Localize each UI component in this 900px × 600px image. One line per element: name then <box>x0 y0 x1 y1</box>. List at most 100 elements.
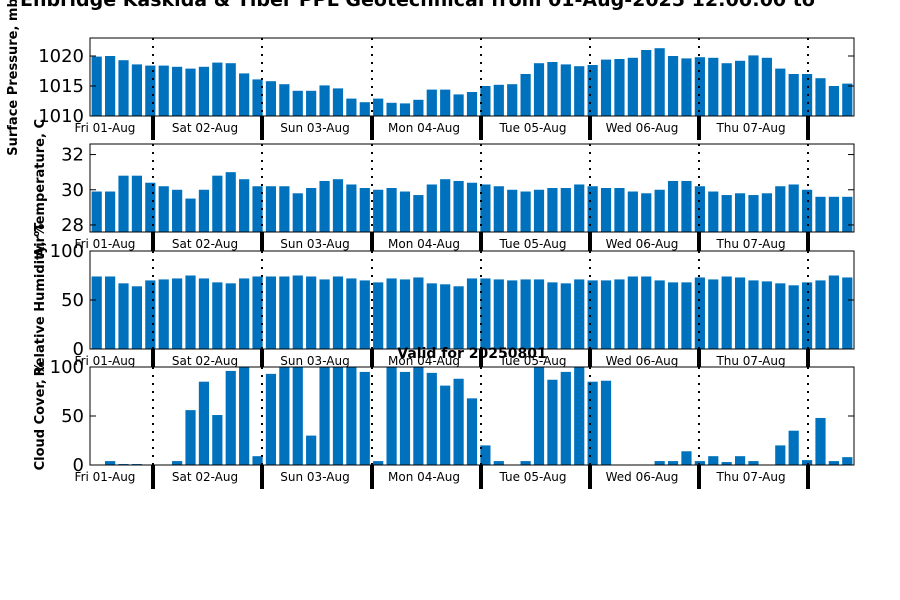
chart-bar <box>520 191 531 232</box>
chart-panels: 1010 1015 1020 Fri 01-Aug Sat 02-Aug Sun 03-A… <box>6 0 855 489</box>
chart-bar <box>346 367 357 465</box>
chart-bar <box>131 286 143 349</box>
chart-bar <box>533 63 545 116</box>
chart-bar <box>480 184 491 232</box>
chart-bar <box>775 186 786 232</box>
chart-bar <box>306 276 317 349</box>
chart-bar <box>801 460 813 465</box>
chart-bar <box>721 195 732 232</box>
chart-bar <box>641 193 652 232</box>
chart-bar <box>453 286 464 349</box>
chart-bar <box>466 92 478 116</box>
chart-bar <box>279 186 290 232</box>
chart-bar <box>252 186 263 232</box>
chart-bar <box>708 279 719 349</box>
chart-bar <box>172 278 183 349</box>
chart-bar <box>158 279 169 349</box>
panel-frame <box>89 143 855 233</box>
chart-bar <box>842 277 853 349</box>
chart-bar <box>332 179 344 232</box>
chart-bar <box>788 74 799 116</box>
chart-bar <box>239 278 250 349</box>
chart-bar <box>426 283 437 349</box>
y-tick-label: 50 <box>61 290 84 311</box>
chart-bar <box>654 280 665 349</box>
x-tick-label: Sun 03-Aug <box>280 121 349 135</box>
chart-bar <box>721 462 732 465</box>
chart-bar <box>627 57 638 116</box>
chart-bar <box>279 276 290 349</box>
chart-bar <box>533 189 545 232</box>
y-tick-label: 0 <box>73 339 84 360</box>
chart-bar <box>105 461 116 465</box>
chart-bar <box>172 189 183 232</box>
chart-bar <box>480 278 491 349</box>
chart-bar <box>587 381 598 465</box>
chart-bar <box>493 186 504 232</box>
chart-bar <box>373 189 384 232</box>
x-tick-label: Tue 05-Aug <box>498 121 566 135</box>
x-tick-label: Fri 01-Aug <box>75 354 136 368</box>
chart-bar <box>198 189 210 232</box>
panel-frame <box>89 37 855 117</box>
valid-label: Valid for 20250801 <box>397 346 546 362</box>
chart-bar <box>279 367 290 465</box>
y-axis-label: Surface Pressure, mb <box>6 0 21 156</box>
chart-bar <box>600 280 612 349</box>
x-tick-label: Wed 06-Aug <box>606 121 679 135</box>
chart-bar <box>158 186 169 232</box>
chart-bar <box>413 195 424 232</box>
x-tick-label: Mon 04-Aug <box>388 121 460 135</box>
x-tick-label: Thu 07-Aug <box>715 237 785 251</box>
chart-bar <box>265 276 277 349</box>
chart-bar <box>694 277 705 349</box>
chart-bar <box>627 191 638 232</box>
chart-bar <box>386 188 397 232</box>
chart-bar <box>748 461 759 465</box>
chart-bar <box>239 179 250 232</box>
y-tick-label: 32 <box>61 145 84 166</box>
chart-bar <box>788 285 799 349</box>
chart-bar <box>440 385 451 465</box>
chart-bar <box>600 380 612 465</box>
chart-bar <box>480 445 491 465</box>
chart-bar <box>600 59 612 116</box>
chart-bar <box>828 275 839 349</box>
y-axis-label: Cloud Cover, % <box>33 362 48 471</box>
chart-bar <box>708 57 719 116</box>
chart-bar <box>292 193 303 232</box>
chart-bar <box>560 188 571 232</box>
chart-bar <box>225 370 236 465</box>
x-tick-label: Thu 07-Aug <box>715 121 785 135</box>
chart-bar <box>105 276 116 349</box>
chart-bar <box>708 191 719 232</box>
x-tick-label: Tue 05-Aug <box>498 470 566 484</box>
chart-bar <box>560 371 571 465</box>
chart-bar <box>306 435 317 465</box>
chart-bar <box>105 56 116 116</box>
chart-bar <box>399 371 411 465</box>
chart-bar <box>842 457 853 465</box>
chart-bar <box>453 378 464 465</box>
chart-bar <box>614 188 625 232</box>
chart-bar <box>574 66 585 116</box>
x-tick-label: Fri 01-Aug <box>75 470 136 484</box>
y-tick-label: 100 <box>50 241 84 262</box>
chart-bar <box>775 68 786 116</box>
x-tick-label: Fri 01-Aug <box>75 121 136 135</box>
chart-bar <box>480 86 491 116</box>
y-axis-label: Air Temperature, C <box>33 119 48 257</box>
x-tick-label: Wed 06-Aug <box>606 237 679 251</box>
y-tick-label: 1015 <box>38 76 84 97</box>
y-tick-label: 1010 <box>38 106 84 127</box>
chart-bar <box>413 99 424 116</box>
chart-bar <box>386 102 397 116</box>
chart-bar <box>212 415 223 465</box>
chart-bar <box>252 456 263 465</box>
chart-bar <box>131 64 143 116</box>
chart-bar <box>520 461 531 465</box>
chart-bar <box>560 283 571 349</box>
chart-bar <box>507 84 518 116</box>
chart-bar <box>359 188 370 232</box>
chart-bar <box>185 198 196 232</box>
